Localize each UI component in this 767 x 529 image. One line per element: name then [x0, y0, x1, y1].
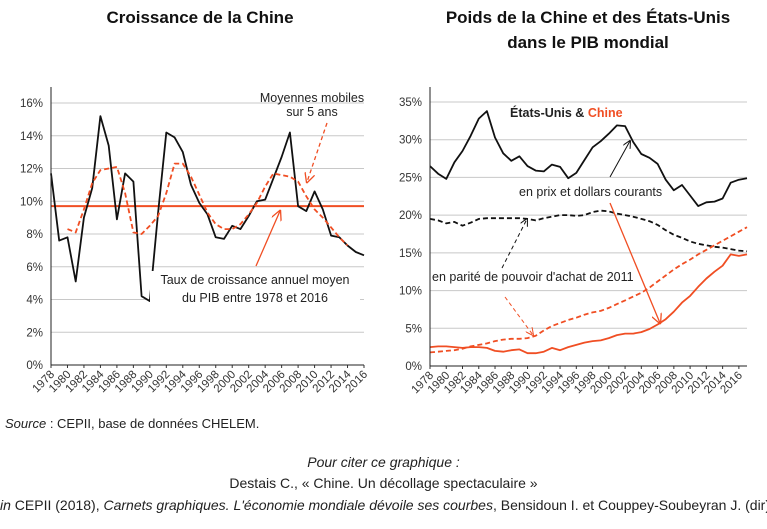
right-y-tick-label: 0%	[405, 361, 422, 373]
right-title-line2: dans le PIB mondial	[507, 33, 669, 52]
ppp-label: en parité de pouvoir d'achat de 2011	[432, 270, 634, 284]
left-y-tick-label: 6%	[26, 262, 43, 274]
mean-growth-label: Taux de croissance annuel moyen du PIB e…	[150, 271, 360, 307]
left-y-tick-label: 12%	[20, 164, 43, 176]
current-prices-label: en prix et dollars courants	[519, 185, 663, 199]
left-y-tick-label: 4%	[26, 295, 43, 307]
source-line: Source : CEPII, base de données CHELEM.	[5, 416, 259, 431]
cite-pub: CEPII (2018),	[10, 497, 104, 513]
moving-average-label-line2: sur 5 ans	[286, 105, 338, 119]
left-series-line-0	[50, 115, 365, 302]
moving-average-label: Moyennes mobiles sur 5 ans	[250, 91, 374, 119]
left-y-tick-label: 14%	[20, 131, 43, 143]
right-y-tick-label: 25%	[399, 172, 422, 184]
right-title-line1: Poids de la Chine et des États-Unis	[445, 8, 731, 27]
left-y-tick-label: 2%	[26, 327, 43, 339]
cite-editors: , Bensidoun I. et Couppey-Soubeyran J. (…	[492, 497, 767, 513]
left-chart-title: Croissance de la Chine	[106, 8, 294, 27]
right-series-line-1	[429, 209, 748, 253]
mean-line-arrow	[255, 211, 280, 267]
right-y-tick-label: 5%	[405, 323, 422, 335]
legend: États-Unis & Chine	[510, 106, 623, 120]
mean-growth-label-line2: du PIB entre 1978 et 2016	[182, 291, 328, 305]
china-current-arrow	[609, 202, 660, 323]
cite-author: Destais C., « Chine. Un décollage specta…	[229, 475, 538, 491]
left-y-tick-label: 0%	[26, 360, 43, 372]
right-chart-title: Poids de la Chine et des États-Unis dans…	[390, 8, 767, 53]
legend-amp: &	[571, 106, 588, 120]
moving-average-arrow	[307, 122, 328, 182]
right-y-tick-label: 20%	[399, 210, 422, 222]
right-series-line-3	[429, 226, 748, 354]
mean-growth-label-line1: Taux de croissance annuel moyen	[160, 273, 350, 287]
china-ppp-arrow	[504, 296, 533, 335]
right-y-tick-label: 35%	[399, 97, 422, 109]
legend-us: États-Unis	[510, 106, 572, 120]
source-label: Source	[5, 416, 47, 431]
us-current-arrow	[609, 141, 630, 178]
right-y-tick-label: 10%	[399, 286, 422, 298]
left-y-tick-label: 10%	[20, 196, 43, 208]
cite-heading: Pour citer ce graphique :	[307, 454, 460, 470]
cite-in: in	[0, 497, 11, 513]
left-y-tick-label: 8%	[26, 229, 43, 241]
left-chart: 0%2%4%6%8%10%12%14%16%197819801982198419…	[20, 87, 370, 395]
left-series-line-1	[67, 162, 349, 247]
right-chart: 0%5%10%15%20%25%30%35%197819801982198419…	[399, 87, 748, 396]
us-ppp-arrow	[501, 219, 527, 269]
right-y-tick-label: 15%	[399, 248, 422, 260]
cite-book: Carnets graphiques. L'économie mondiale …	[103, 497, 493, 513]
legend-china: Chine	[587, 106, 623, 120]
right-y-tick-label: 30%	[399, 135, 422, 147]
cite-reference: in CEPII (2018), Carnets graphiques. L'é…	[0, 497, 767, 513]
source-text: : CEPII, base de données CHELEM.	[46, 416, 260, 431]
moving-average-label-line1: Moyennes mobiles	[259, 91, 365, 105]
right-series-line-2	[429, 253, 748, 355]
right-series-line-0	[429, 110, 748, 207]
left-y-tick-label: 16%	[20, 98, 43, 110]
